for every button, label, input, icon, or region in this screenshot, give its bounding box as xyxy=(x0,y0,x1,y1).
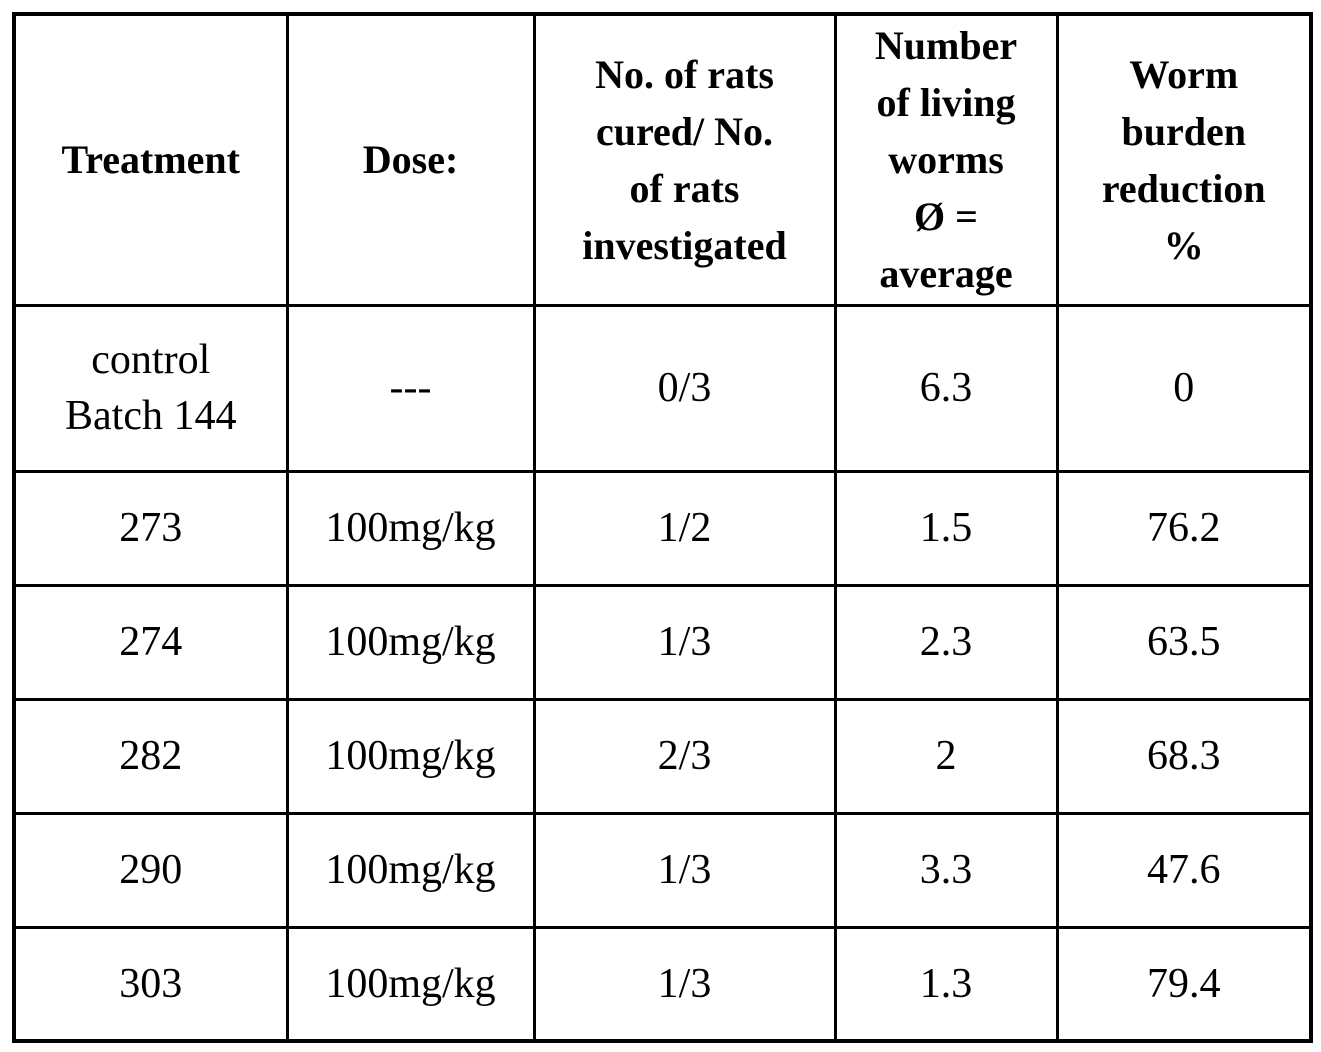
header-worm-burden-reduction: Worm burden reduction % xyxy=(1057,14,1311,305)
cell-dose: 100mg/kg xyxy=(287,471,534,585)
cell-treatment: 303 xyxy=(14,927,287,1041)
cell-treatment: control Batch 144 xyxy=(14,305,287,471)
cell-living-worms: 1.5 xyxy=(835,471,1057,585)
cell-rats-cured: 1/2 xyxy=(534,471,835,585)
results-table: Treatment Dose: No. of rats cured/ No. o… xyxy=(12,12,1313,1043)
table-row: 282 100mg/kg 2/3 2 68.3 xyxy=(14,699,1311,813)
header-treatment: Treatment xyxy=(14,14,287,305)
table-row: 290 100mg/kg 1/3 3.3 47.6 xyxy=(14,813,1311,927)
cell-dose: 100mg/kg xyxy=(287,927,534,1041)
cell-rats-cured: 0/3 xyxy=(534,305,835,471)
cell-worm-burden-reduction: 47.6 xyxy=(1057,813,1311,927)
cell-treatment: 274 xyxy=(14,585,287,699)
header-rats-cured: No. of rats cured/ No. of rats investiga… xyxy=(534,14,835,305)
cell-treatment: 282 xyxy=(14,699,287,813)
header-living-worms: Number of living worms Ø = average xyxy=(835,14,1057,305)
cell-living-worms: 2 xyxy=(835,699,1057,813)
cell-worm-burden-reduction: 79.4 xyxy=(1057,927,1311,1041)
cell-living-worms: 1.3 xyxy=(835,927,1057,1041)
cell-rats-cured: 1/3 xyxy=(534,927,835,1041)
cell-living-worms: 3.3 xyxy=(835,813,1057,927)
cell-dose: 100mg/kg xyxy=(287,585,534,699)
table-row: control Batch 144 --- 0/3 6.3 0 xyxy=(14,305,1311,471)
table-row: 273 100mg/kg 1/2 1.5 76.2 xyxy=(14,471,1311,585)
cell-dose: 100mg/kg xyxy=(287,813,534,927)
cell-dose: 100mg/kg xyxy=(287,699,534,813)
cell-living-worms: 6.3 xyxy=(835,305,1057,471)
table-row: 274 100mg/kg 1/3 2.3 63.5 xyxy=(14,585,1311,699)
cell-worm-burden-reduction: 0 xyxy=(1057,305,1311,471)
header-row: Treatment Dose: No. of rats cured/ No. o… xyxy=(14,14,1311,305)
cell-worm-burden-reduction: 68.3 xyxy=(1057,699,1311,813)
cell-living-worms: 2.3 xyxy=(835,585,1057,699)
cell-rats-cured: 1/3 xyxy=(534,813,835,927)
cell-rats-cured: 1/3 xyxy=(534,585,835,699)
header-dose: Dose: xyxy=(287,14,534,305)
cell-treatment: 273 xyxy=(14,471,287,585)
cell-worm-burden-reduction: 76.2 xyxy=(1057,471,1311,585)
cell-rats-cured: 2/3 xyxy=(534,699,835,813)
cell-worm-burden-reduction: 63.5 xyxy=(1057,585,1311,699)
table-row: 303 100mg/kg 1/3 1.3 79.4 xyxy=(14,927,1311,1041)
cell-treatment: 290 xyxy=(14,813,287,927)
cell-dose: --- xyxy=(287,305,534,471)
